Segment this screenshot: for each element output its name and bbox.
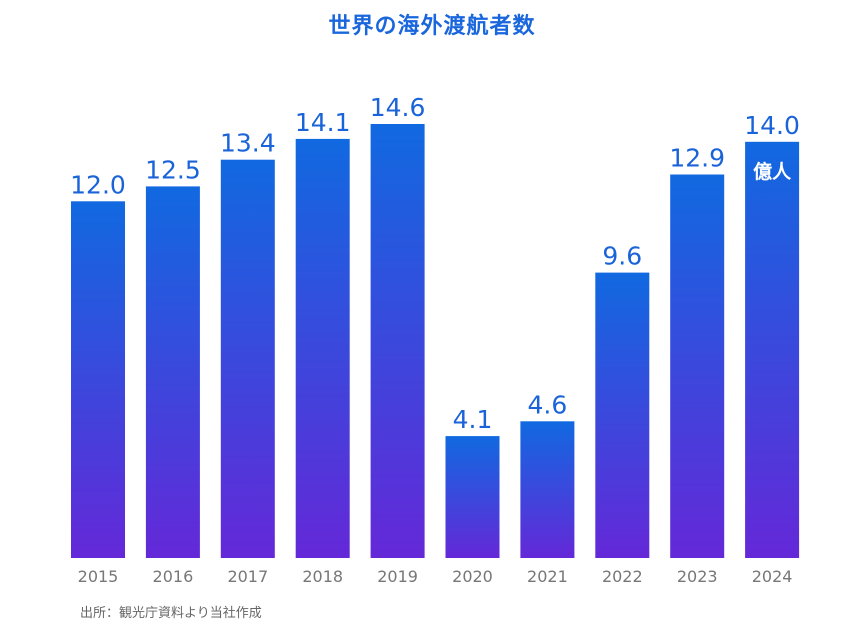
value-label-2018: 14.1 xyxy=(295,108,351,137)
value-labels-group: 12.0 12.5 13.4 14.1 14.6 4.1 4.6 9.6 12.9 14.0 xyxy=(70,93,800,434)
value-label-2020: 4.1 xyxy=(453,405,493,434)
value-label-2017: 13.4 xyxy=(220,129,276,158)
value-label-2024: 14.0 xyxy=(744,111,800,140)
value-label-2019: 14.6 xyxy=(370,93,426,122)
tick-label-2024: 2024 xyxy=(752,567,793,586)
value-label-2023: 12.9 xyxy=(669,144,725,173)
source-note: 出所：観光庁資料より当社作成 xyxy=(80,606,262,621)
value-label-2022: 9.6 xyxy=(602,242,642,271)
bar-2024 xyxy=(745,141,800,559)
value-label-2016: 12.5 xyxy=(145,155,201,184)
bar-2016 xyxy=(145,186,200,558)
chart-title: 世界の海外渡航者数 xyxy=(328,14,536,39)
tick-labels-group: 2015 2016 2017 2018 2019 2020 2021 2022 2023 2024 xyxy=(78,567,793,586)
tick-label-2020: 2020 xyxy=(452,567,493,586)
tick-label-2023: 2023 xyxy=(677,567,718,586)
bars-group xyxy=(71,124,800,559)
bar-2017 xyxy=(220,159,275,558)
tick-label-2021: 2021 xyxy=(527,567,568,586)
tick-label-2018: 2018 xyxy=(302,567,343,586)
bar-2023 xyxy=(670,174,725,558)
tick-label-2017: 2017 xyxy=(227,567,268,586)
tick-label-2022: 2022 xyxy=(602,567,643,586)
tick-label-2016: 2016 xyxy=(153,567,194,586)
bar-2020 xyxy=(445,436,500,558)
bar-2021 xyxy=(520,421,575,558)
bar-2019 xyxy=(370,124,425,558)
value-label-2021: 4.6 xyxy=(528,390,568,419)
unit-label: 億人 xyxy=(753,160,792,183)
bar-2022 xyxy=(595,272,650,558)
bar-2015 xyxy=(71,201,125,559)
tick-label-2019: 2019 xyxy=(377,567,418,586)
bar-2018 xyxy=(295,138,350,558)
value-label-2015: 12.0 xyxy=(70,170,126,199)
tick-label-2015: 2015 xyxy=(78,567,119,586)
